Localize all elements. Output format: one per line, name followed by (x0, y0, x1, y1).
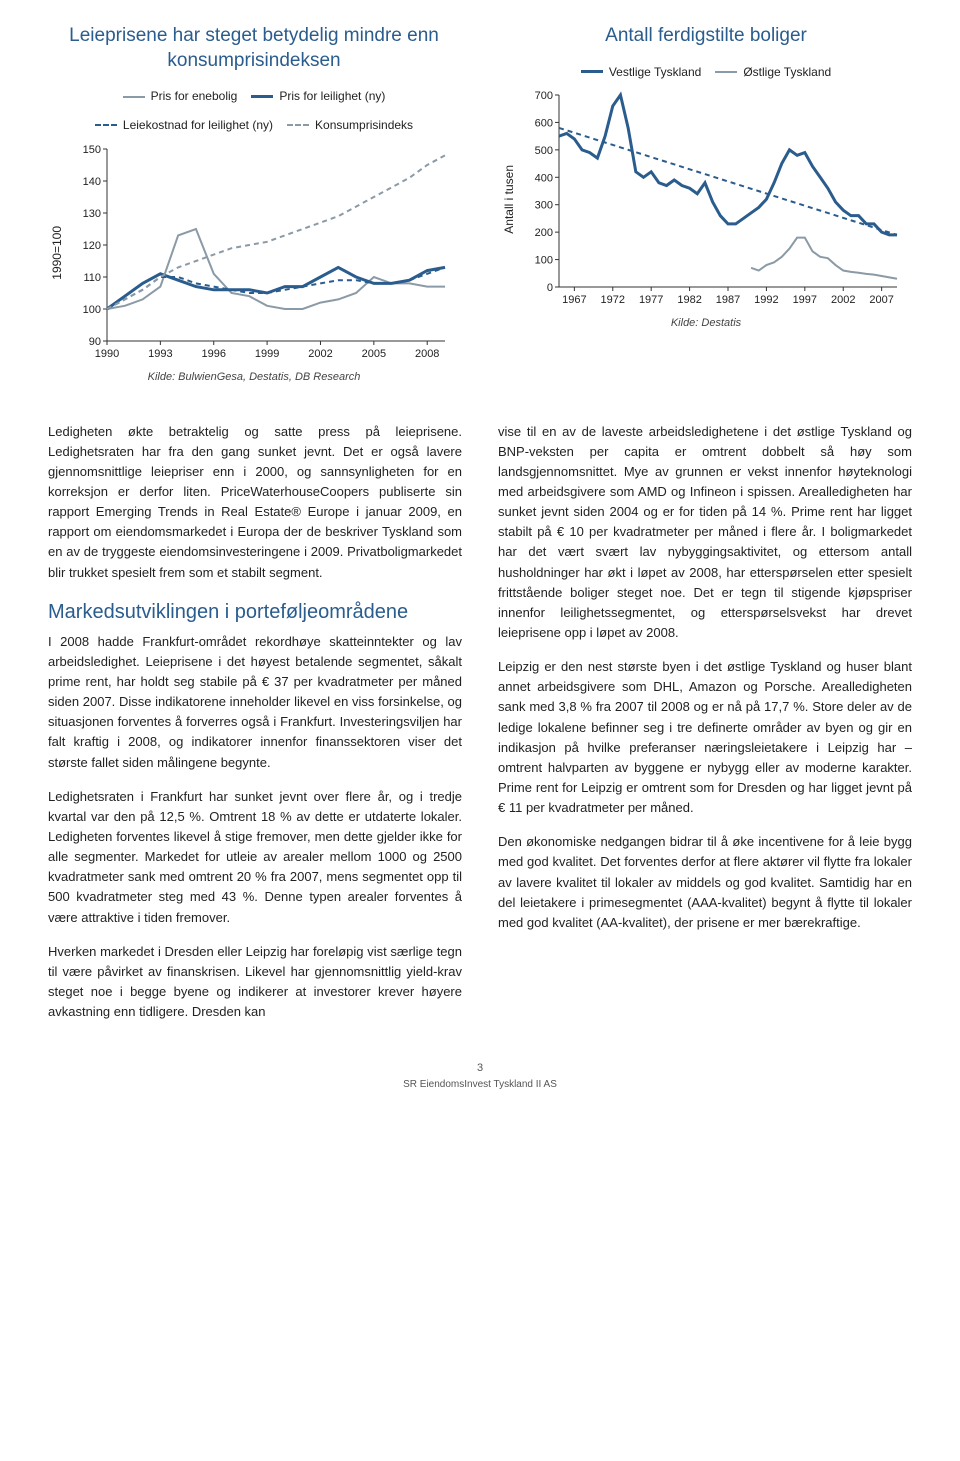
svg-text:200: 200 (534, 227, 552, 239)
svg-text:2002: 2002 (831, 294, 855, 306)
svg-text:500: 500 (534, 145, 552, 157)
legend-item: Konsumprisindeks (287, 116, 413, 135)
chart2-title: Antall ferdigstilte boliger (500, 24, 912, 49)
section-heading: Markedsutviklingen i porteføljeområdene (48, 597, 462, 628)
svg-text:2005: 2005 (361, 348, 385, 360)
para: Den økonomiske nedgangen bidrar til å øk… (498, 832, 912, 933)
legend-label: Konsumprisindeks (315, 116, 413, 135)
svg-text:300: 300 (534, 200, 552, 212)
svg-text:90: 90 (88, 336, 100, 348)
svg-text:2007: 2007 (869, 294, 893, 306)
legend-item: Vestlige Tyskland (581, 63, 702, 82)
chart1-legend: Pris for enebolig Pris for leilighet (ny)… (48, 87, 460, 134)
para: vise til en av de laveste arbeidsledighe… (498, 422, 912, 644)
svg-text:1987: 1987 (715, 294, 739, 306)
chart1-title: Leieprisene har steget betydelig mindre … (48, 24, 460, 73)
svg-text:1990: 1990 (94, 348, 118, 360)
legend-swatch (95, 124, 117, 126)
svg-text:1992: 1992 (754, 294, 778, 306)
para: Hverken markedet i Dresden eller Leipzig… (48, 942, 462, 1023)
legend-swatch (287, 124, 309, 126)
legend-swatch (251, 95, 273, 98)
chart1-svg: 90 100 110 120 130 140 150 1990 1993 1996 1999 2002… (71, 143, 451, 363)
chart1-plot: 1990=100 90 100 110 120 130 140 150 1990 1993 199… (48, 143, 460, 363)
svg-text:150: 150 (82, 144, 100, 156)
svg-text:1972: 1972 (600, 294, 624, 306)
chart1-yaxis-label: 1990=100 (48, 226, 67, 280)
legend-swatch (715, 71, 737, 73)
chart2-svg: 0 100 200 300 400 500 600 700 1967 1972 1977 1982 19… (523, 89, 903, 309)
chart1-source: Kilde: BulwienGesa, Destatis, DB Researc… (48, 369, 460, 386)
legend-item: Leiekostnad for leilighet (ny) (95, 116, 273, 135)
svg-text:110: 110 (83, 272, 101, 284)
legend-swatch (123, 96, 145, 98)
svg-text:1996: 1996 (201, 348, 225, 360)
svg-text:1999: 1999 (254, 348, 278, 360)
svg-text:1977: 1977 (639, 294, 663, 306)
svg-text:120: 120 (82, 240, 100, 252)
svg-text:1967: 1967 (562, 294, 586, 306)
legend-item: Østlige Tyskland (715, 63, 831, 82)
chart-rent-vs-cpi: Leieprisene har steget betydelig mindre … (48, 24, 460, 386)
legend-item: Pris for leilighet (ny) (251, 87, 385, 106)
right-column: vise til en av de laveste arbeidsledighe… (498, 422, 912, 1037)
page-number: 3 (48, 1060, 912, 1077)
svg-text:100: 100 (82, 304, 100, 316)
legend-label: Leiekostnad for leilighet (ny) (123, 116, 273, 135)
legend-label: Pris for enebolig (151, 87, 238, 106)
legend-label: Pris for leilighet (ny) (279, 87, 385, 106)
svg-text:2002: 2002 (308, 348, 332, 360)
legend-item: Pris for enebolig (123, 87, 238, 106)
chart2-yaxis-label: Antall i tusen (500, 165, 519, 234)
page-footer: 3 SR EiendomsInvest Tyskland II AS (48, 1060, 912, 1093)
svg-text:700: 700 (534, 90, 552, 102)
legend-label: Vestlige Tyskland (609, 63, 702, 82)
svg-text:1997: 1997 (792, 294, 816, 306)
left-column: Ledigheten økte betraktelig og satte pre… (48, 422, 462, 1037)
svg-text:2008: 2008 (415, 348, 439, 360)
chart2-plot: Antall i tusen 0 100 200 300 400 500 600 700 196… (500, 89, 912, 309)
svg-text:140: 140 (82, 176, 100, 188)
svg-text:600: 600 (534, 118, 552, 130)
para: Ledigheten økte betraktelig og satte pre… (48, 422, 462, 583)
chart-completed-dwellings: Antall ferdigstilte boliger Vestlige Tys… (500, 24, 912, 386)
para: Ledighetsraten i Frankfurt har sunket je… (48, 787, 462, 928)
svg-text:130: 130 (82, 208, 100, 220)
footer-company: SR EiendomsInvest Tyskland II AS (48, 1077, 912, 1093)
para: I 2008 hadde Frankfurt-området rekordhøy… (48, 632, 462, 773)
legend-label: Østlige Tyskland (743, 63, 831, 82)
svg-text:1993: 1993 (148, 348, 172, 360)
legend-swatch (581, 70, 603, 73)
svg-text:100: 100 (534, 255, 552, 267)
svg-text:1982: 1982 (677, 294, 701, 306)
para: Leipzig er den nest største byen i det ø… (498, 657, 912, 818)
svg-text:400: 400 (534, 173, 552, 185)
chart2-source: Kilde: Destatis (500, 315, 912, 332)
chart2-legend: Vestlige Tyskland Østlige Tyskland (500, 63, 912, 82)
svg-text:0: 0 (546, 282, 552, 294)
